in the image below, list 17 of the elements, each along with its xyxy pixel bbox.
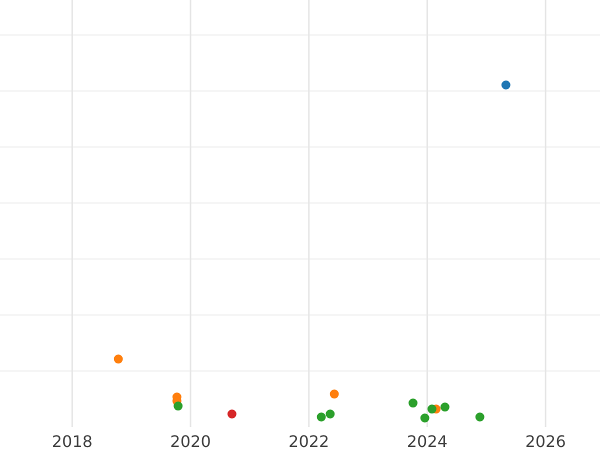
point	[227, 410, 236, 419]
point	[427, 404, 436, 414]
point	[501, 80, 510, 90]
point	[475, 412, 484, 422]
x-tick-label: 2018	[52, 432, 93, 450]
point	[316, 412, 326, 422]
point	[440, 402, 450, 412]
point	[408, 398, 418, 408]
x-tick-label: 2022	[288, 432, 330, 450]
point	[330, 390, 339, 399]
point	[174, 402, 183, 411]
point	[420, 414, 430, 422]
point	[326, 410, 335, 419]
x-tick-label: 2026	[525, 432, 566, 450]
point	[114, 354, 123, 364]
x-tick-label: 2020	[170, 432, 211, 450]
x-tick-label: 2024	[406, 432, 448, 450]
